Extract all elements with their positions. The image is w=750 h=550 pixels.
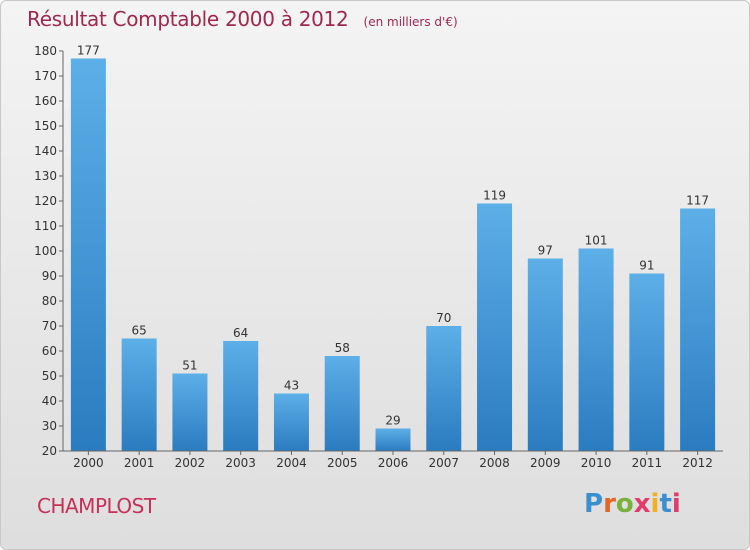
bar-2010[interactable] bbox=[578, 248, 614, 452]
bar-2007[interactable] bbox=[426, 326, 462, 451]
y-tick-label: 130 bbox=[34, 169, 57, 183]
chart-title-block: Résultat Comptable 2000 à 2012 (en milli… bbox=[27, 7, 458, 31]
bar-2008[interactable] bbox=[477, 203, 513, 452]
value-label-2006: 29 bbox=[385, 414, 400, 428]
y-tick-label: 140 bbox=[34, 144, 57, 158]
y-tick-label: 150 bbox=[34, 119, 57, 133]
logo-letter: i bbox=[650, 489, 660, 519]
x-tick-label-2002: 2002 bbox=[175, 456, 206, 470]
bar-2003[interactable] bbox=[223, 341, 259, 451]
logo-letter: o bbox=[615, 489, 634, 519]
value-label-2004: 43 bbox=[284, 379, 299, 393]
bars-group: 177 65 51 64 43 58 29 70 119 97 101 91 117 bbox=[70, 44, 716, 452]
value-label-2009: 97 bbox=[538, 244, 553, 258]
chart-subtitle: (en milliers d'€) bbox=[363, 15, 458, 29]
logo-letter: x bbox=[633, 489, 651, 519]
chart-title: Résultat Comptable 2000 à 2012 bbox=[27, 7, 349, 31]
bar-2012[interactable] bbox=[680, 208, 716, 452]
y-axis: 20 30 40 50 60 70 80 90 100 110 120 130 140 150 160 170… bbox=[34, 44, 64, 458]
value-label-2010: 101 bbox=[585, 234, 608, 248]
commune-name: CHAMPLOST bbox=[37, 494, 156, 518]
y-tick-label: 40 bbox=[42, 394, 57, 408]
x-tick-label-2008: 2008 bbox=[479, 456, 510, 470]
bar-2000[interactable] bbox=[70, 58, 106, 452]
x-tick-label-2004: 2004 bbox=[276, 456, 307, 470]
y-tick-label: 70 bbox=[42, 319, 57, 333]
bar-2009[interactable] bbox=[527, 258, 563, 452]
bar-2002[interactable] bbox=[172, 373, 208, 452]
x-tick-label-2010: 2010 bbox=[581, 456, 612, 470]
value-label-2012: 117 bbox=[686, 194, 709, 208]
value-label-2007: 70 bbox=[436, 311, 451, 325]
y-tick-label: 100 bbox=[34, 244, 57, 258]
bar-2005[interactable] bbox=[324, 356, 360, 451]
bar-2011[interactable] bbox=[629, 273, 665, 452]
y-tick-label: 50 bbox=[42, 369, 57, 383]
value-label-2003: 64 bbox=[233, 326, 248, 340]
y-tick-label: 120 bbox=[34, 194, 57, 208]
x-tick-label-2009: 2009 bbox=[530, 456, 561, 470]
y-tick-label: 170 bbox=[34, 69, 57, 83]
y-tick-label: 180 bbox=[34, 44, 57, 58]
x-tick-label-2007: 2007 bbox=[428, 456, 459, 470]
bar-2006[interactable] bbox=[375, 428, 411, 452]
x-tick-label-2000: 2000 bbox=[73, 456, 104, 470]
y-tick-label: 20 bbox=[42, 444, 57, 458]
y-tick-label: 90 bbox=[42, 269, 57, 283]
y-tick-label: 60 bbox=[42, 344, 57, 358]
value-label-2008: 119 bbox=[483, 189, 506, 203]
y-tick-label: 80 bbox=[42, 294, 57, 308]
value-label-2000: 177 bbox=[77, 44, 100, 58]
x-tick-label-2012: 2012 bbox=[682, 456, 713, 470]
x-tick-label-2006: 2006 bbox=[378, 456, 409, 470]
value-label-2005: 58 bbox=[335, 341, 350, 355]
logo-letter: r bbox=[603, 489, 616, 519]
value-label-2002: 51 bbox=[182, 359, 197, 373]
value-label-2011: 91 bbox=[639, 259, 654, 273]
x-tick-label-2001: 2001 bbox=[124, 456, 155, 470]
proxiti-logo[interactable]: Proxiti bbox=[584, 489, 681, 519]
x-tick-label-2011: 2011 bbox=[632, 456, 663, 470]
y-tick-label: 30 bbox=[42, 419, 57, 433]
bar-2004[interactable] bbox=[273, 393, 309, 452]
x-tick-label-2005: 2005 bbox=[327, 456, 358, 470]
bar-2001[interactable] bbox=[121, 338, 157, 452]
logo-letter: P bbox=[584, 489, 604, 519]
logo-letter: t bbox=[659, 489, 672, 519]
x-tick-label-2003: 2003 bbox=[225, 456, 256, 470]
logo-letter: i bbox=[671, 489, 681, 519]
y-tick-label: 110 bbox=[34, 219, 57, 233]
x-axis: 2000 2001 2002 2003 2004 2005 2006 2007 2008 2009… bbox=[63, 450, 723, 470]
value-label-2001: 65 bbox=[132, 324, 147, 338]
y-tick-label: 160 bbox=[34, 94, 57, 108]
